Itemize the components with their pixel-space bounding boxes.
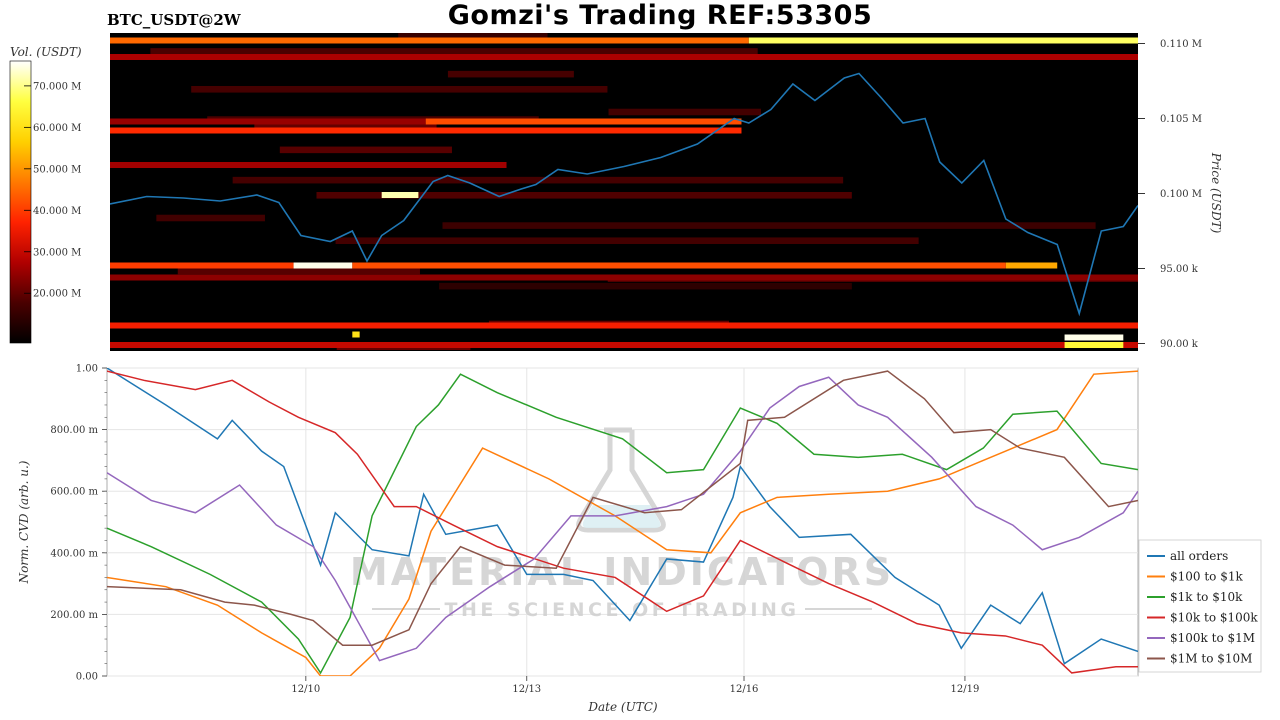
legend-label: $10k to $100k — [1170, 611, 1258, 625]
heatmap-band — [1064, 342, 1124, 348]
legend-items: all orders $100 to $1k $1k to $10k $10k to … — [1147, 549, 1258, 666]
legend-label: $1k to $10k — [1170, 590, 1243, 604]
colorbar: Vol. (USDT) 20.000 M 30.000 M 40.000 M 50.0… — [9, 45, 82, 344]
series-line — [107, 373, 1138, 675]
price-line-group — [110, 72, 1138, 317]
heatmap-band — [425, 118, 742, 125]
heatmap-band — [110, 342, 1138, 348]
watermark-title: MATERIAL INDICATORS — [350, 550, 894, 594]
series-line — [107, 370, 1138, 646]
heatmap-cell — [442, 222, 1096, 229]
y-tick-label: 0.00 — [76, 672, 98, 683]
heatmap-band — [110, 118, 426, 125]
cvd-grid — [107, 367, 1138, 677]
legend-label: $100 to $1k — [1170, 570, 1243, 584]
watermark: MATERIAL INDICATORS THE SCIENCE OF TRADI… — [350, 427, 894, 621]
y-tick-label: 400.00 m — [50, 548, 98, 559]
heatmap-band — [110, 262, 294, 269]
price-axis-label: Price (USDT) — [1209, 152, 1223, 234]
flask-icon — [576, 427, 666, 533]
price-axis-ticks: 90.00 k 95.00 k 0.100 M 0.105 M 0.110 M — [1138, 39, 1202, 350]
heatmap-cell — [150, 48, 758, 55]
heatmap-panel: 90.00 k 95.00 k 0.100 M 0.105 M 0.110 M Pric… — [110, 33, 1223, 351]
heatmap-cell — [232, 176, 844, 184]
cvd-panel: MATERIAL INDICATORS THE SCIENCE OF TRADI… — [17, 364, 1139, 714]
cvd-y-ticks: 0.00 200.00 m 400.00 m 600.00 m 800.00 m 1.00 — [50, 364, 107, 683]
colorbar-tick-label: 50.000 M — [33, 164, 81, 175]
legend-label: $100k to $1M — [1170, 631, 1255, 645]
heatmap-band — [748, 37, 1138, 44]
y-tick-label: 1.00 — [76, 364, 98, 375]
colorbar-label: Vol. (USDT) — [10, 45, 82, 59]
cvd-x-axis-label: Date (UTC) — [587, 700, 657, 714]
y-tick-label: 800.00 m — [50, 425, 98, 436]
price-tick-label: 0.110 M — [1160, 39, 1202, 50]
price-tick-label: 0.100 M — [1160, 189, 1202, 200]
heatmap-band — [381, 192, 419, 198]
chart-title: Gomzi's Trading REF:53305 — [447, 0, 873, 31]
colorbar-tick-label: 20.000 M — [33, 289, 81, 300]
cvd-series-lines — [107, 368, 1138, 676]
x-tick-label: 12/19 — [951, 684, 980, 695]
y-tick-label: 600.00 m — [50, 487, 98, 498]
heatmap-band — [1064, 334, 1124, 341]
symbol-label: BTC_USDT@2W — [107, 11, 241, 29]
series-line — [107, 370, 1138, 674]
heatmap-band — [110, 162, 507, 168]
price-tick-label: 90.00 k — [1160, 339, 1199, 350]
heatmap-cell — [177, 267, 420, 275]
x-tick-label: 12/13 — [512, 684, 541, 695]
heatmap-band — [293, 262, 353, 269]
colorbar-tick-label: 60.000 M — [33, 123, 81, 134]
price-tick-label: 0.105 M — [1160, 114, 1202, 125]
x-tick-label: 12/10 — [291, 684, 320, 695]
cvd-y-axis-label: Norm. CVD (arb. u.) — [17, 460, 31, 584]
legend: all orders $100 to $1k $1k to $10k $10k to … — [1138, 539, 1262, 673]
heatmap-band — [110, 127, 742, 134]
heatmap-cell — [608, 108, 761, 116]
colorbar-ticks: 20.000 M 30.000 M 40.000 M 50.000 M 60.000 M… — [24, 81, 81, 300]
heatmap-cell — [316, 192, 852, 199]
heatmap-band — [352, 262, 1006, 269]
heatmap-cell — [439, 282, 852, 290]
price-tick-label: 95.00 k — [1160, 264, 1199, 275]
heatmap-band — [1005, 262, 1058, 269]
heatmap-band — [352, 331, 360, 338]
series-line — [107, 368, 1138, 665]
heatmap-cell — [335, 237, 919, 244]
x-tick-label: 12/16 — [730, 684, 759, 695]
legend-label: all orders — [1170, 549, 1228, 563]
cvd-x-ticks: 12/10 12/13 12/16 12/19 — [291, 676, 979, 695]
price-line — [110, 72, 1138, 317]
legend-label: $1M to $10M — [1170, 652, 1252, 666]
heatmap-band — [110, 322, 1138, 329]
heatmap-cell — [156, 214, 265, 222]
heatmap-cell — [191, 86, 608, 93]
heatmap-cell — [254, 123, 437, 131]
heatmap-band — [110, 54, 1138, 60]
heatmap-band — [110, 274, 1138, 281]
colorbar-tick-label: 40.000 M — [33, 206, 81, 217]
colorbar-tick-label: 30.000 M — [33, 247, 81, 258]
colorbar-tick-label: 70.000 M — [33, 81, 81, 92]
colorbar-gradient — [9, 60, 32, 344]
heatmap-cell — [398, 33, 548, 40]
watermark-subtitle: THE SCIENCE OF TRADING — [445, 599, 800, 621]
heatmap-band — [110, 37, 749, 44]
y-tick-label: 200.00 m — [50, 610, 98, 621]
heatmap-bands — [110, 37, 1138, 348]
legend-box — [1138, 539, 1262, 673]
heatmap-cell — [447, 70, 574, 78]
heatmap-cell — [279, 146, 452, 154]
